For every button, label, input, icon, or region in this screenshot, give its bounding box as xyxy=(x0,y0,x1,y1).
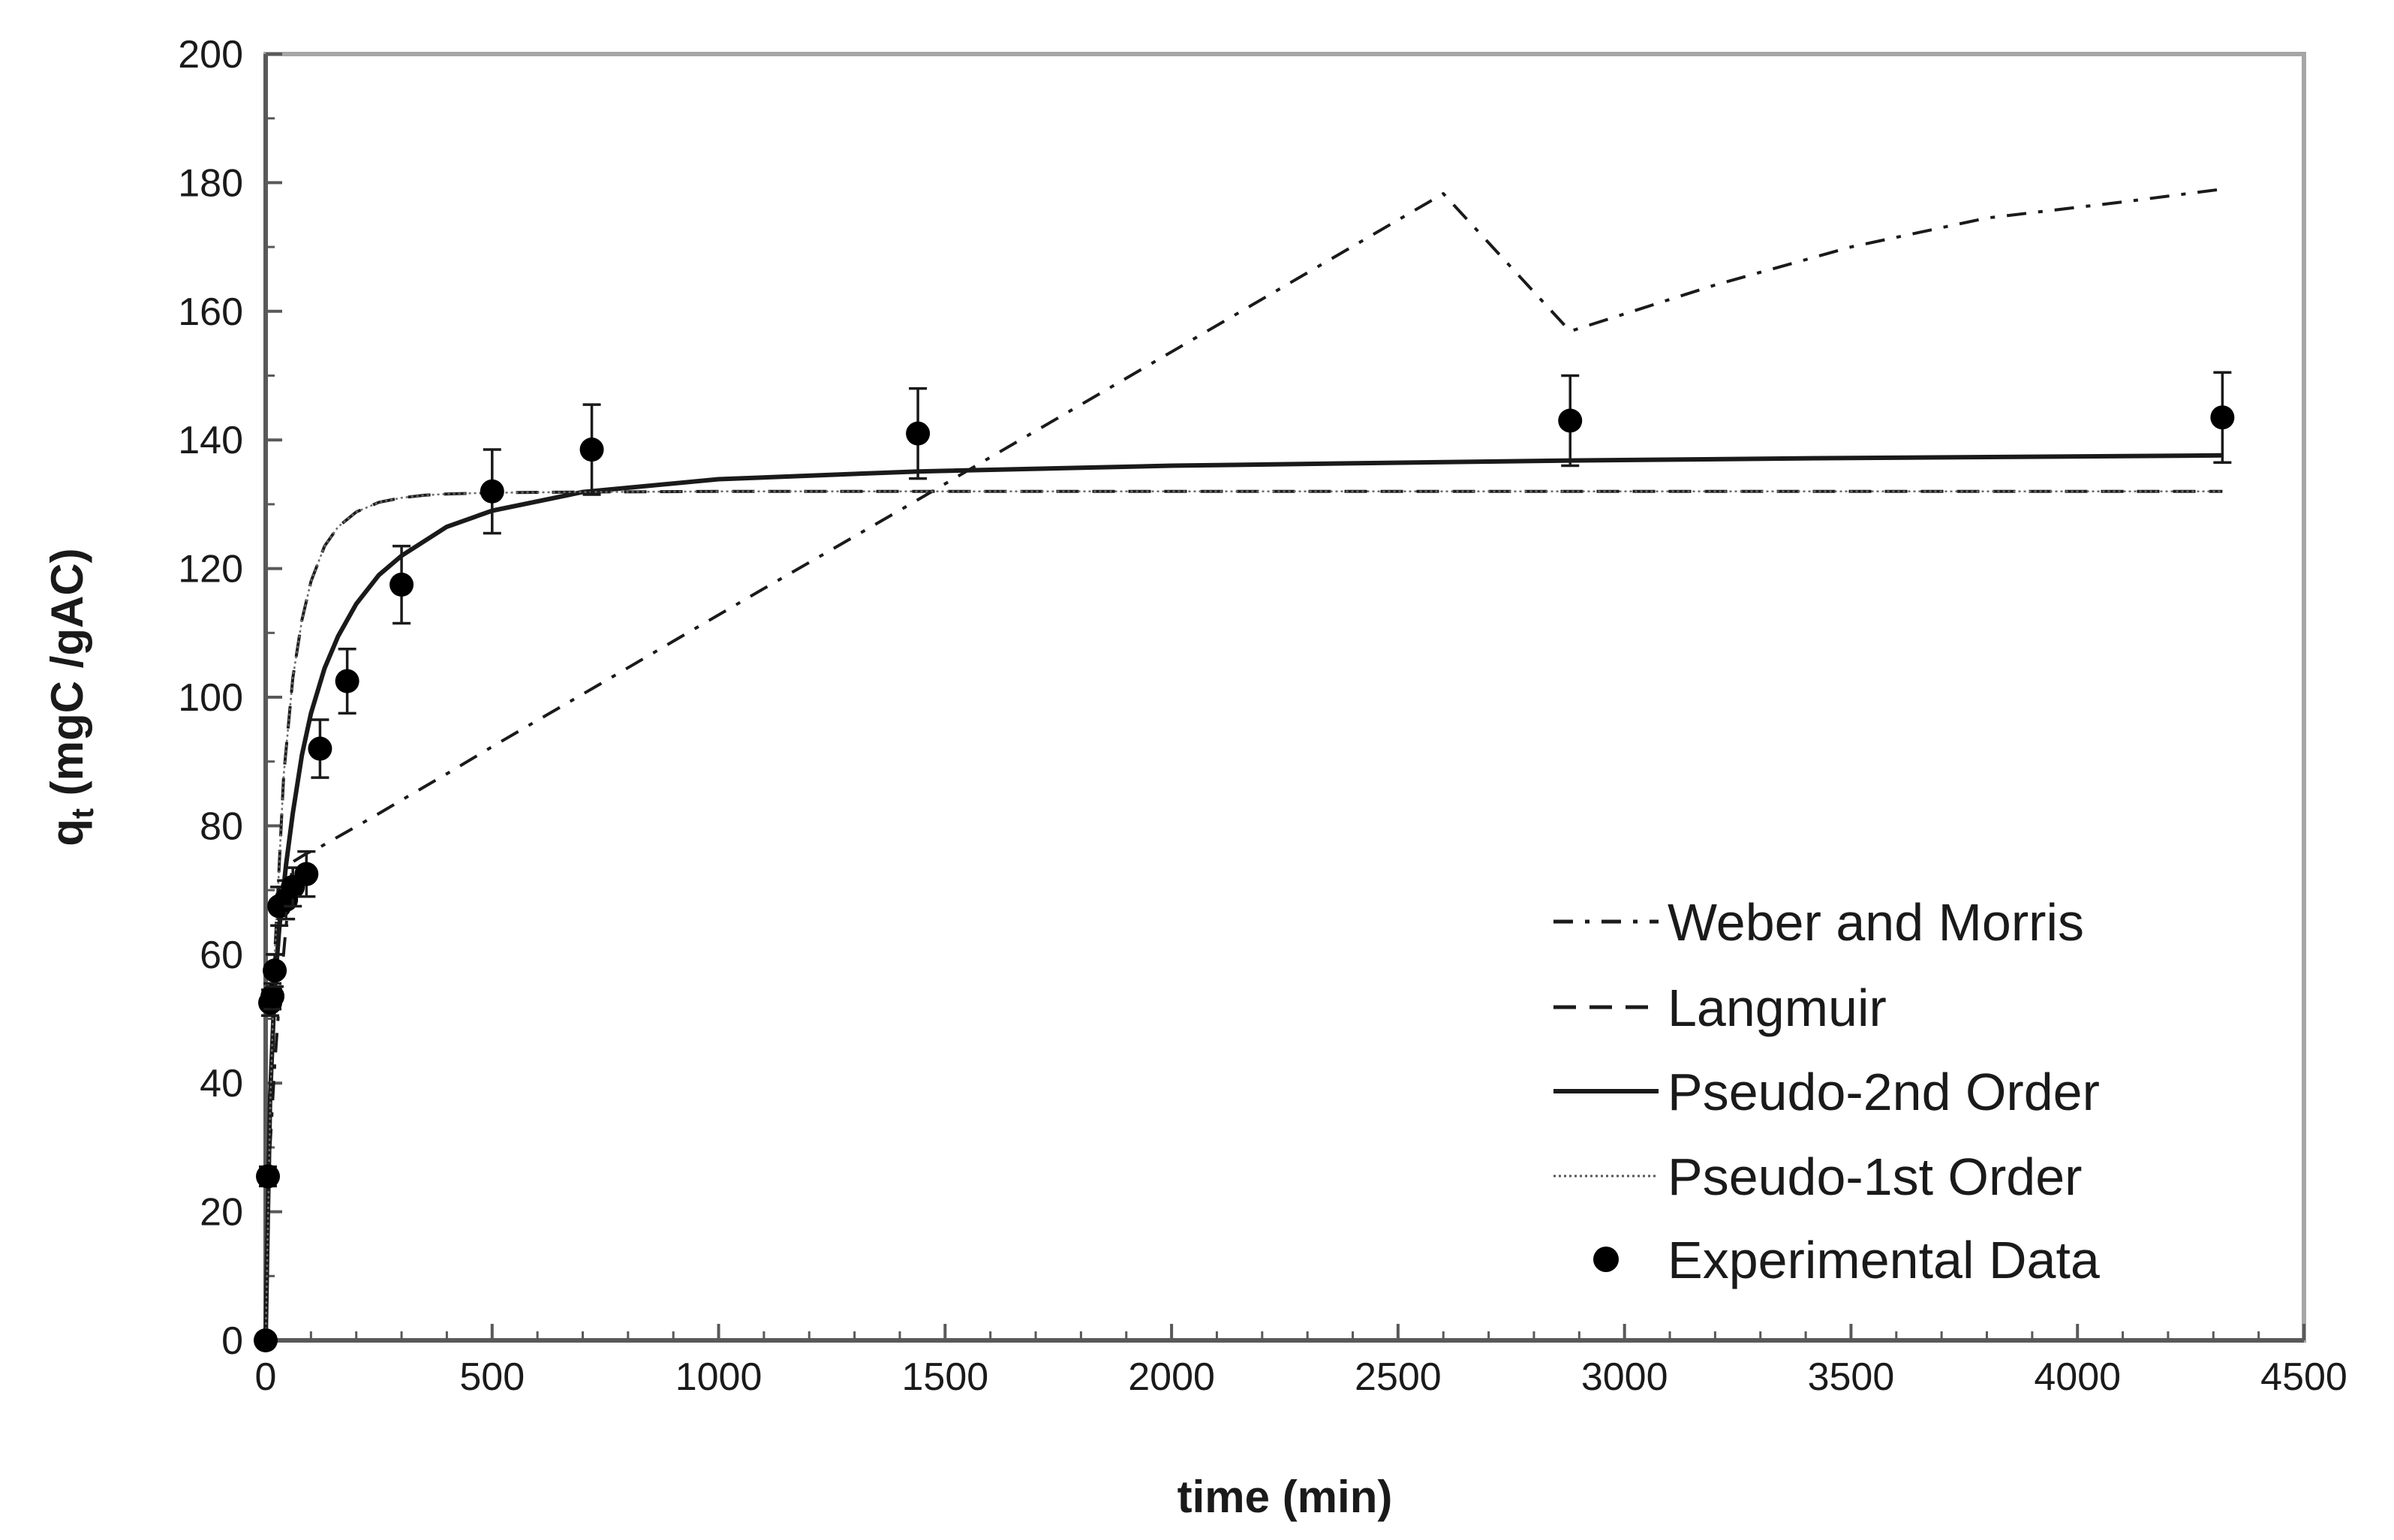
data-point xyxy=(260,984,285,1009)
y-tick-label: 40 xyxy=(200,1062,243,1105)
y-ticks: 0 20 40 60 80 100 120 140 160 180 200 xyxy=(178,33,282,1363)
y-tick-label: 60 xyxy=(200,934,243,977)
data-point xyxy=(579,438,604,462)
y-tick-label: 0 xyxy=(221,1319,243,1363)
series-line-pseudo-2nd-order xyxy=(263,453,2223,1341)
x-tick-label: 500 xyxy=(459,1355,525,1399)
data-point xyxy=(2210,405,2235,430)
y-tick-label: 80 xyxy=(200,805,243,848)
legend-label-pseudo-1st: Pseudo-1st Order xyxy=(1668,1147,2082,1206)
x-axis-title: time (min) xyxy=(1177,1472,1393,1522)
data-point xyxy=(480,479,504,504)
x-tick-label: 1000 xyxy=(675,1355,762,1399)
y-tick-label: 20 xyxy=(200,1191,243,1235)
legend-label-pseudo-2nd: Pseudo-2nd Order xyxy=(1668,1063,2100,1121)
x-tick-label: 3500 xyxy=(1808,1355,1895,1399)
plot-area xyxy=(263,52,2306,1343)
y-tick-label: 140 xyxy=(178,419,243,462)
x-ticks: 0 500 1000 1500 2000 2500 3000 3500 4000 4500 xyxy=(255,1324,2347,1399)
x-tick-label: 4500 xyxy=(2260,1355,2347,1399)
x-tick-label: 2500 xyxy=(1355,1355,1442,1399)
series-line-pseudo-1st-order xyxy=(264,490,2223,1341)
data-point xyxy=(906,421,931,446)
y-axis-title-main: q xyxy=(42,819,92,847)
data-point xyxy=(1558,408,1583,433)
y-tick-label: 160 xyxy=(178,290,243,334)
experimental-points xyxy=(254,371,2235,1352)
x-tick-label: 4000 xyxy=(2034,1355,2121,1399)
x-tick-label: 1500 xyxy=(901,1355,988,1399)
data-point xyxy=(256,1164,281,1189)
y-axis-title: qt (mgC /gAC) xyxy=(42,548,100,846)
x-tick-label: 3000 xyxy=(1581,1355,1668,1399)
series-line-weber-and-morris xyxy=(264,188,2223,1341)
x-tick-label: 0 xyxy=(255,1355,277,1399)
data-point xyxy=(294,862,319,886)
data-point xyxy=(335,669,359,693)
data-point xyxy=(389,573,414,597)
y-axis-title-rest: (mgC /gAC) xyxy=(42,548,92,808)
y-tick-label: 120 xyxy=(178,548,243,591)
legend-label-langmuir: Langmuir xyxy=(1668,979,1887,1037)
data-point xyxy=(308,736,332,761)
legend: Weber and Morris Langmuir Pseudo-2nd Ord… xyxy=(1553,893,2100,1289)
y-tick-label: 180 xyxy=(178,161,243,205)
x-tick-label: 2000 xyxy=(1128,1355,1215,1399)
data-point xyxy=(254,1328,278,1352)
y-tick-label: 200 xyxy=(178,33,243,77)
data-point xyxy=(263,958,287,983)
legend-label-experimental: Experimental Data xyxy=(1668,1231,2100,1289)
legend-marker-experimental xyxy=(1593,1247,1619,1272)
series-layer xyxy=(263,188,2223,1341)
y-axis-title-sub: t xyxy=(65,808,100,819)
y-tick-label: 100 xyxy=(178,676,243,720)
series-line-langmuir xyxy=(264,489,2223,1341)
legend-label-weber-morris: Weber and Morris xyxy=(1668,893,2084,952)
